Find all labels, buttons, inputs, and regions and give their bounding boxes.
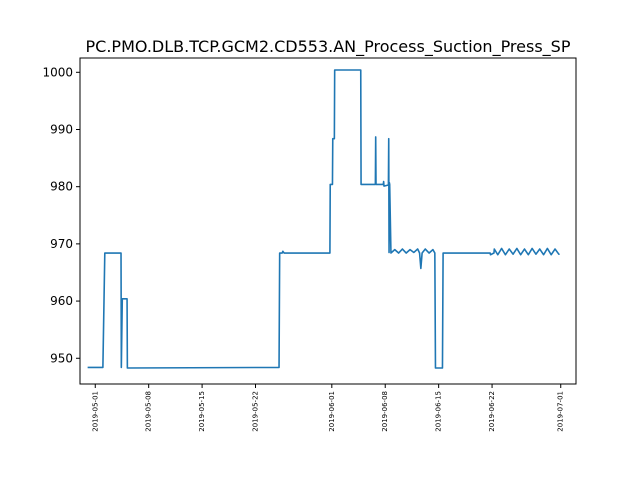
y-axis: 950 960 970 980 990 1000 — [42, 65, 80, 365]
x-tick-label-5: 2019-06-08 — [381, 391, 389, 432]
x-tick-label-7: 2019-06-22 — [488, 391, 496, 432]
y-tick-label-2: 970 — [50, 237, 73, 251]
series-line-0 — [87, 69, 561, 369]
chart-title: PC.PMO.DLB.TCP.GCM2.CD553.AN_Process_Suc… — [86, 37, 571, 57]
x-tick-label-8: 2019-07-01 — [557, 391, 565, 432]
y-tick-label-3: 980 — [50, 180, 73, 194]
plot-frame — [79, 57, 577, 385]
x-tick-label-2: 2019-05-15 — [198, 391, 206, 432]
y-tick-label-5: 1000 — [42, 65, 73, 79]
series-layer — [87, 69, 561, 369]
x-tick-label-6: 2019-06-15 — [435, 391, 443, 432]
x-tick-label-4: 2019-06-01 — [328, 391, 336, 432]
y-tick-label-0: 950 — [50, 351, 73, 365]
x-tick-label-3: 2019-05-22 — [252, 391, 260, 432]
x-tick-label-1: 2019-05-08 — [145, 391, 153, 432]
y-tick-label-1: 960 — [50, 294, 73, 308]
y-tick-label-4: 990 — [50, 122, 73, 136]
x-axis: 2019-05-01 2019-05-08 2019-05-15 2019-05-22… — [91, 384, 565, 432]
x-tick-label-0: 2019-05-01 — [91, 391, 99, 432]
